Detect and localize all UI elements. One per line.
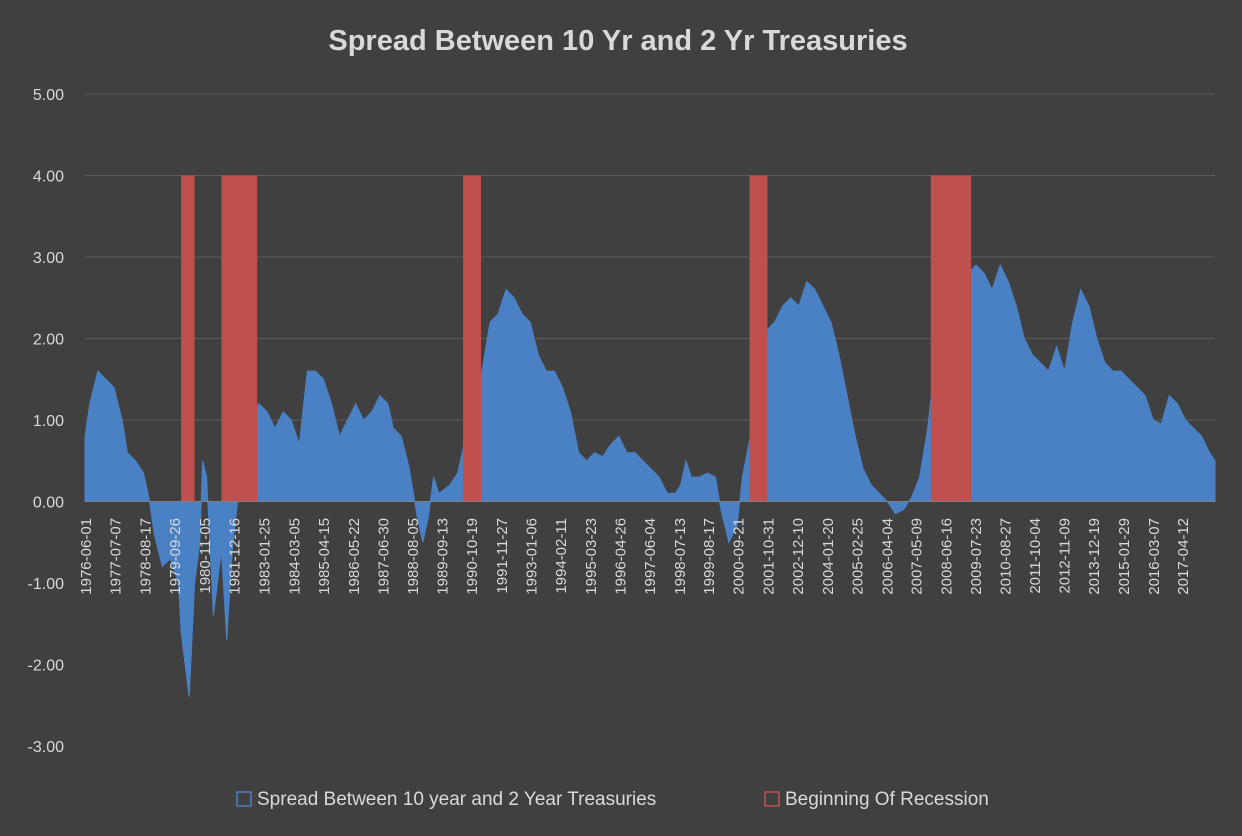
gridlines xyxy=(85,93,1215,421)
x-tick-label: 1998-07-13 xyxy=(672,518,689,595)
y-tick-label: 1.00 xyxy=(33,413,64,430)
y-tick-label: 2.00 xyxy=(33,332,64,349)
x-tick-label: 1981-12-16 xyxy=(227,518,244,595)
y-tick-label: 3.00 xyxy=(33,250,64,267)
x-tick-label: 1985-04-15 xyxy=(316,518,333,595)
x-tick-label: 2005-02-25 xyxy=(850,518,867,595)
y-tick-label: 0.00 xyxy=(33,495,64,512)
x-tick-label: 1977-07-07 xyxy=(107,518,124,595)
recession-bar xyxy=(749,175,768,502)
x-tick-label: 2002-12-10 xyxy=(790,518,807,595)
x-tick-label: 1989-09-13 xyxy=(435,518,452,595)
x-tick-label: 1996-04-26 xyxy=(612,518,629,595)
y-tick-label: 4.00 xyxy=(33,169,64,186)
y-tick-label: -2.00 xyxy=(28,658,65,675)
x-tick-label: 2010-08-27 xyxy=(997,518,1014,595)
x-tick-label: 1995-03-23 xyxy=(583,518,600,595)
recession-bar xyxy=(930,175,972,502)
x-tick-label: 2016-03-07 xyxy=(1146,518,1163,595)
x-tick-label: 2000-09-21 xyxy=(731,518,748,595)
chart-title: Spread Between 10 Yr and 2 Yr Treasuries xyxy=(328,25,907,57)
x-tick-label: 1976-06-01 xyxy=(78,518,95,595)
x-tick-label: 2006-04-04 xyxy=(879,518,896,595)
x-tick-label: 1987-06-30 xyxy=(375,518,392,595)
y-axis: 5.00 4.00 3.00 2.00 1.00 0.00 -1.00 -2.00 -3.00 xyxy=(28,87,65,756)
x-tick-label: 1994-02-11 xyxy=(553,518,570,594)
x-tick-label: 2011-10-04 xyxy=(1027,518,1044,594)
x-tick-label: 1997-06-04 xyxy=(642,518,659,595)
x-tick-label: 1986-05-22 xyxy=(346,518,363,595)
legend-label-recession: Beginning Of Recession xyxy=(785,789,989,810)
x-tick-label: 2013-12-19 xyxy=(1086,518,1103,595)
recession-series xyxy=(181,175,972,502)
y-tick-label: 5.00 xyxy=(33,87,64,104)
recession-bar xyxy=(221,175,258,502)
legend: Spread Between 10 year and 2 Year Treasu… xyxy=(236,789,989,810)
x-tick-label: 2008-06-16 xyxy=(938,518,955,595)
x-tick-label: 1978-08-17 xyxy=(137,518,154,595)
x-tick-label: 1983-01-25 xyxy=(257,518,274,595)
legend-swatch-recession xyxy=(764,791,780,807)
x-tick-label: 2007-05-09 xyxy=(909,518,926,595)
x-tick-label: 1999-08-17 xyxy=(701,518,718,595)
x-tick-label: 1993-01-06 xyxy=(524,518,541,595)
y-tick-label: -1.00 xyxy=(28,576,65,593)
x-tick-label: 1980-11-05 xyxy=(197,518,214,594)
legend-label-spread: Spread Between 10 year and 2 Year Treasu… xyxy=(257,789,656,810)
x-tick-label: 1988-08-05 xyxy=(405,518,422,595)
recession-bar xyxy=(463,175,482,502)
recession-bar xyxy=(181,175,195,502)
x-tick-label: 1990-10-19 xyxy=(464,518,481,595)
y-tick-label: -3.00 xyxy=(28,739,65,756)
x-tick-label: 2012-11-09 xyxy=(1056,518,1073,594)
x-tick-label: 2015-01-29 xyxy=(1116,518,1133,595)
x-tick-label: 2001-10-31 xyxy=(760,518,777,595)
legend-swatch-spread xyxy=(236,791,252,807)
x-tick-label: 2009-07-23 xyxy=(968,518,985,595)
x-axis: 1976-06-01 1977-07-07 1978-08-17 1979-09-26… xyxy=(78,501,1215,595)
x-tick-label: 1979-09-26 xyxy=(167,518,184,595)
x-tick-label: 2017-04-12 xyxy=(1175,518,1192,595)
x-tick-label: 2004-01-20 xyxy=(820,518,837,595)
x-tick-label: 1984-03-05 xyxy=(286,518,303,595)
x-tick-label: 1991-11-27 xyxy=(494,518,511,594)
